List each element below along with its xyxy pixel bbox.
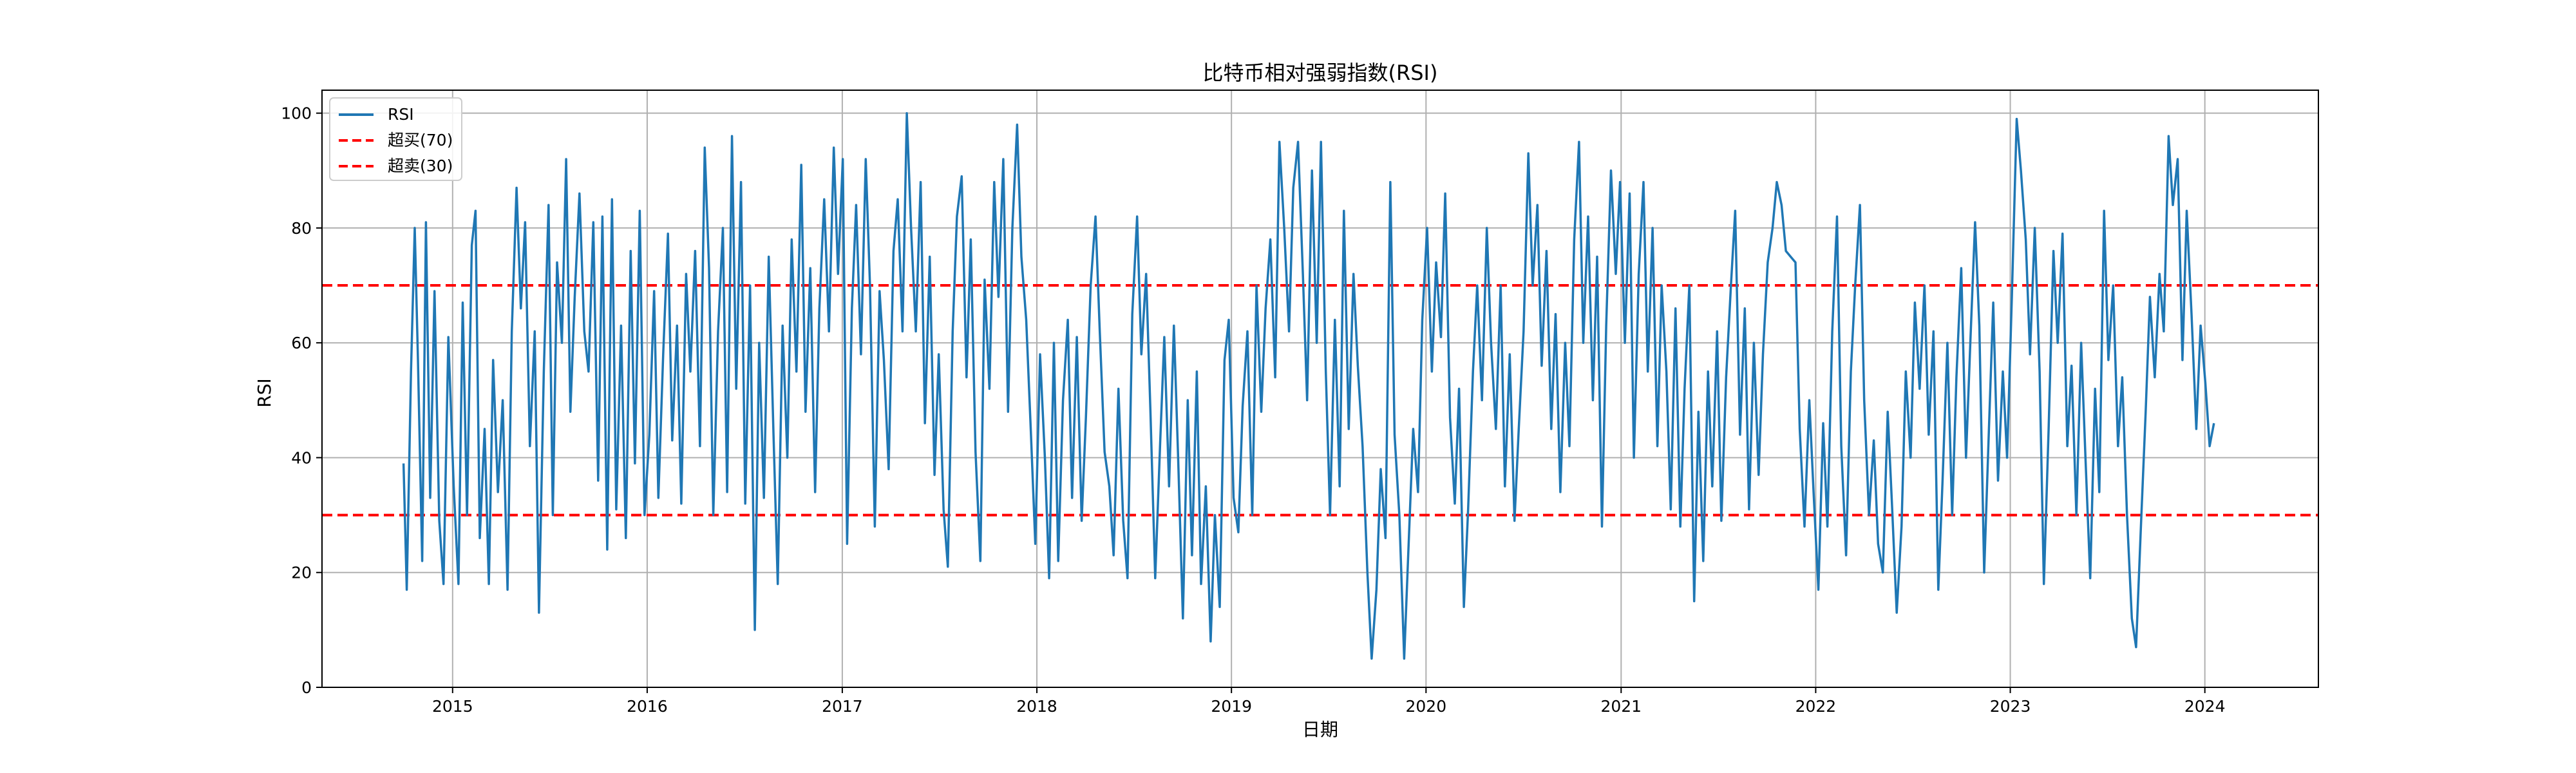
rsi-line bbox=[402, 111, 2215, 660]
x-tick-label: 2018 bbox=[1016, 697, 1057, 716]
y-tick-label: 100 bbox=[281, 104, 312, 123]
series-layer bbox=[402, 111, 2215, 660]
y-axis-label: RSI bbox=[254, 378, 275, 408]
y-tick-label: 0 bbox=[301, 678, 312, 697]
x-tick-label: 2019 bbox=[1211, 697, 1252, 716]
chart-title: 比特币相对强弱指数(RSI) bbox=[1203, 61, 1438, 85]
x-tick-label: 2015 bbox=[432, 697, 473, 716]
y-tick-label: 80 bbox=[291, 219, 312, 238]
x-axis-label: 日期 bbox=[1302, 719, 1338, 740]
y-tick-label: 60 bbox=[291, 334, 312, 352]
legend-label-rsi: RSI bbox=[388, 105, 414, 124]
legend-label-overbought: 超买(70) bbox=[388, 131, 453, 149]
y-tick-label: 40 bbox=[291, 448, 312, 467]
legend-frame bbox=[329, 97, 462, 181]
x-tick-label: 2016 bbox=[627, 697, 668, 716]
x-tick-label: 2020 bbox=[1406, 697, 1447, 716]
x-axis-ticks: 2015 2016 2017 2018 2019 2020 2021 2022 2023 2024 bbox=[432, 687, 2226, 716]
x-tick-label: 2023 bbox=[1990, 697, 2031, 716]
legend: RSI 超买(70) 超卖(30) bbox=[329, 97, 462, 181]
x-tick-label: 2017 bbox=[822, 697, 863, 716]
x-tick-label: 2024 bbox=[2184, 697, 2226, 716]
legend-label-oversold: 超卖(30) bbox=[388, 157, 453, 175]
plot-frame bbox=[321, 90, 2319, 688]
x-tick-label: 2022 bbox=[1795, 697, 1837, 716]
y-tick-label: 20 bbox=[291, 564, 312, 582]
x-tick-label: 2021 bbox=[1600, 697, 1642, 716]
y-axis-ticks: 0 20 40 60 80 100 bbox=[281, 104, 322, 697]
